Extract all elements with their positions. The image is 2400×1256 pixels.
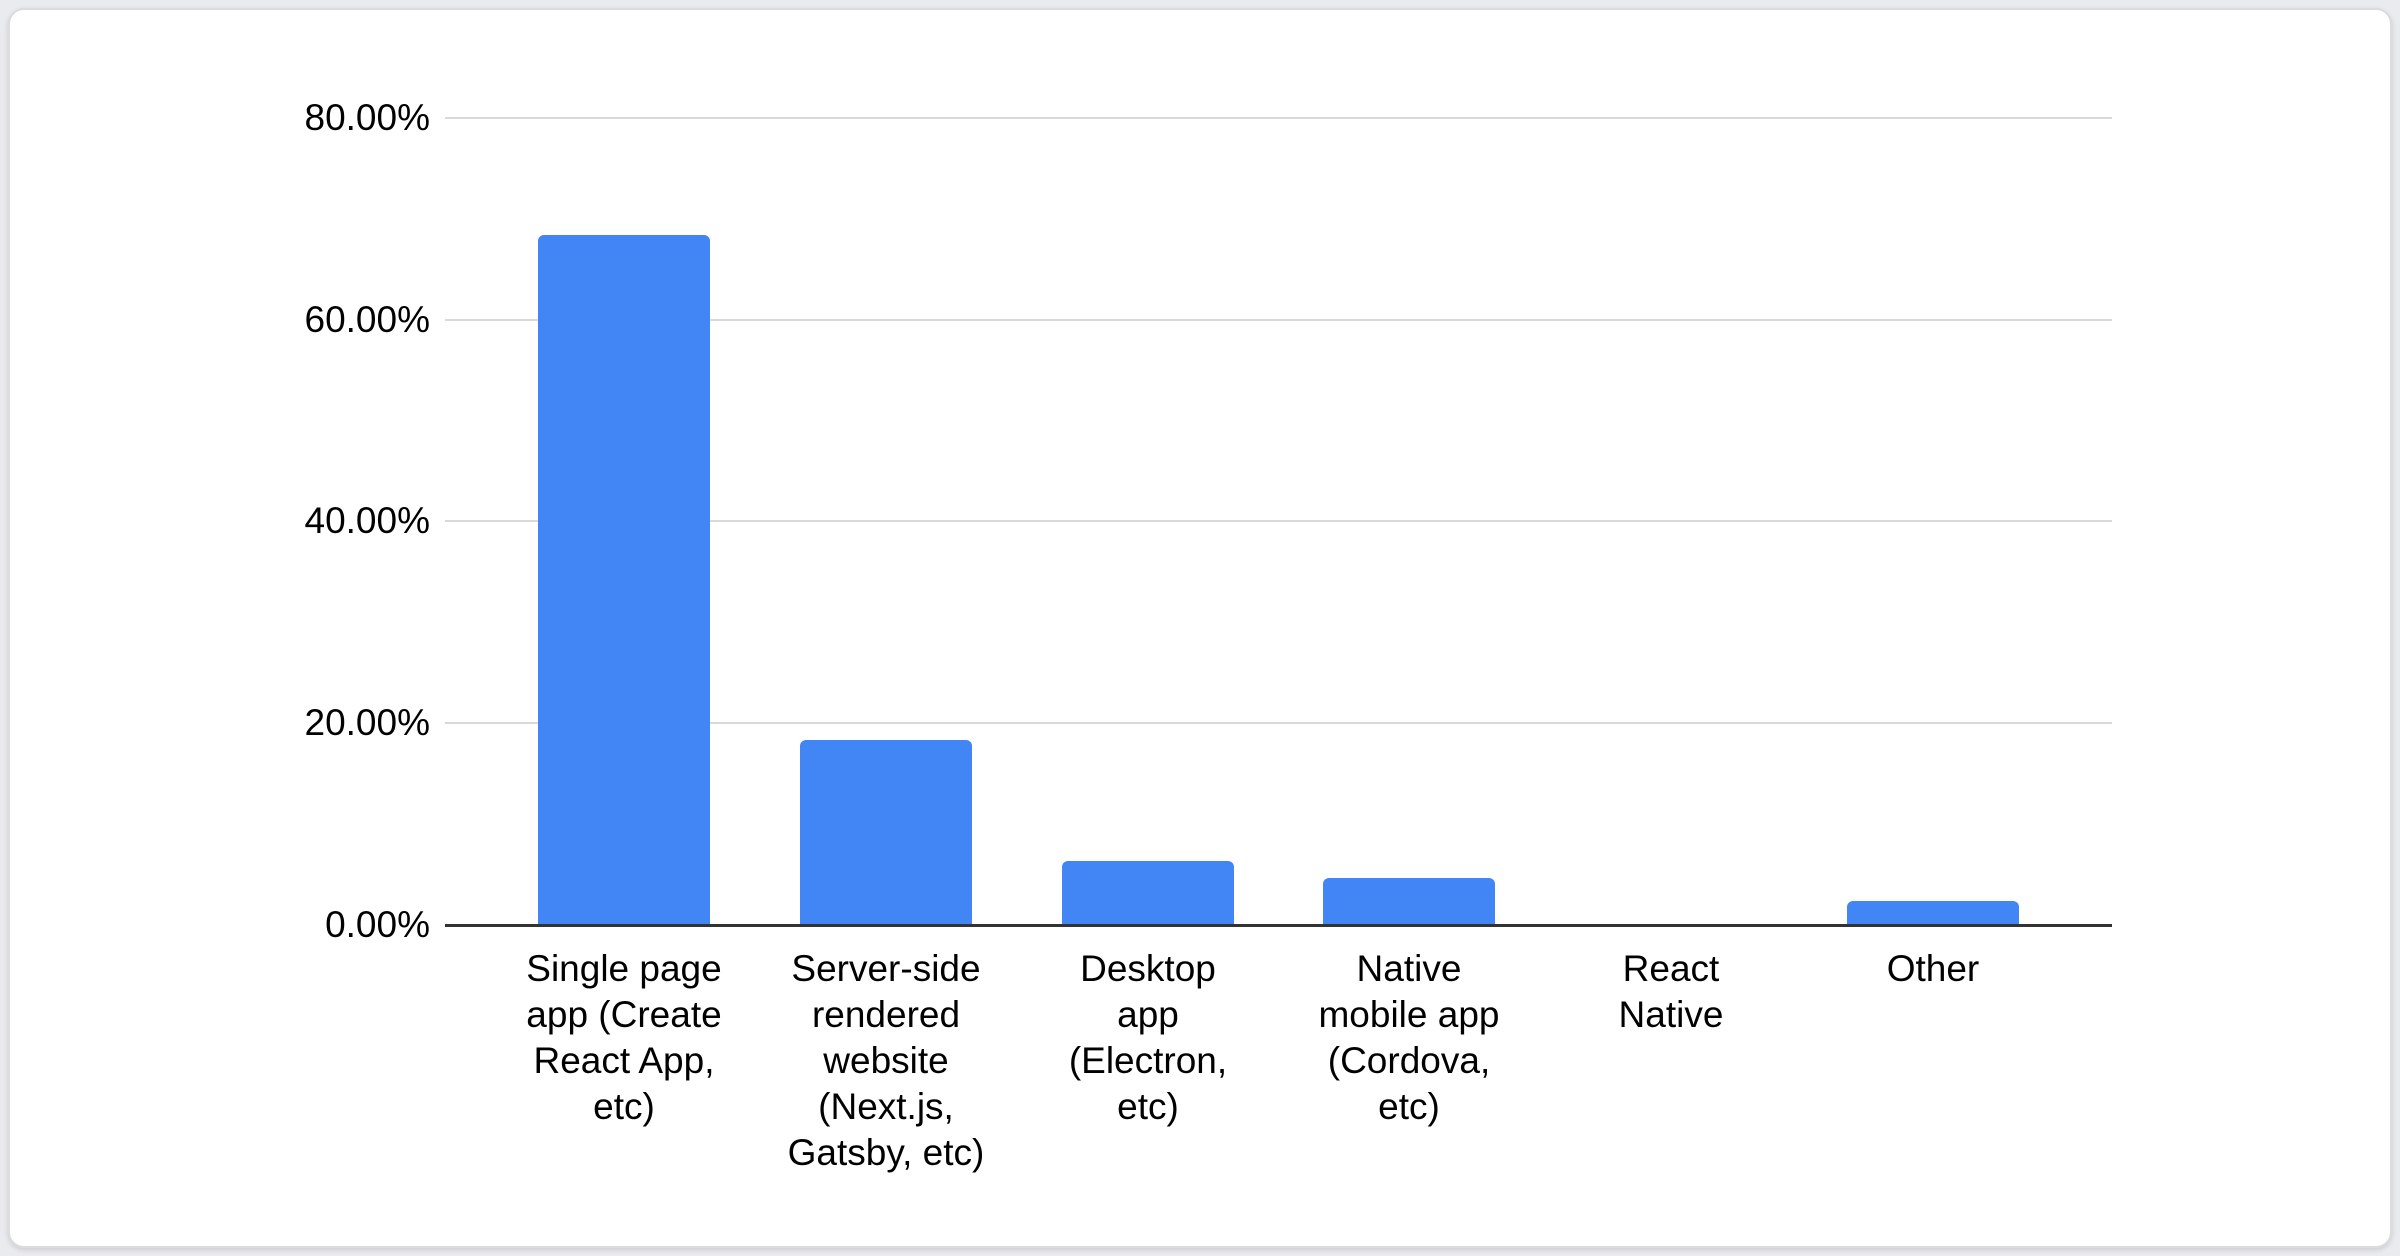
bar-server-side-rendered-website[interactable]: [800, 740, 972, 925]
x-axis-label-other: Other: [1886, 948, 1980, 989]
bar-desktop-app[interactable]: [1062, 861, 1234, 925]
y-axis-tick-label: 20.00%: [304, 702, 431, 744]
gridline: [445, 520, 2112, 523]
x-axis-label-desktop-app: Desktop app (Electron, etc): [1068, 948, 1228, 1127]
x-axis-line: [445, 924, 2112, 927]
x-axis-label-server-side-rendered-website: Server-side rendered website (Next.js, G…: [787, 948, 985, 1173]
gridline: [445, 318, 2112, 321]
bar-native-mobile-app[interactable]: [1323, 878, 1495, 925]
bar-single-page-app[interactable]: [538, 235, 710, 925]
bar-other[interactable]: [1847, 901, 2019, 925]
gridline: [445, 116, 2112, 119]
gridline: [445, 722, 2112, 725]
x-axis-label-native-mobile-app: Native mobile app (Cordova, etc): [1318, 948, 1500, 1127]
bar-chart: 80.00% 60.00% 40.00% 20.00% 0.00% Single page…: [10, 10, 2390, 1246]
x-axis-label-react-native: React Native: [1618, 948, 1724, 1035]
y-axis-tick-label: 60.00%: [304, 298, 431, 340]
y-axis-tick-label: 40.00%: [304, 500, 431, 542]
y-axis-tick-label: 0.00%: [325, 904, 430, 945]
y-axis-tick-label: 80.00%: [304, 96, 431, 138]
x-axis-label-single-page-app: Single page app (Create React App, etc): [526, 948, 722, 1127]
chart-card: 80.00% 60.00% 40.00% 20.00% 0.00% Single page…: [8, 8, 2392, 1248]
